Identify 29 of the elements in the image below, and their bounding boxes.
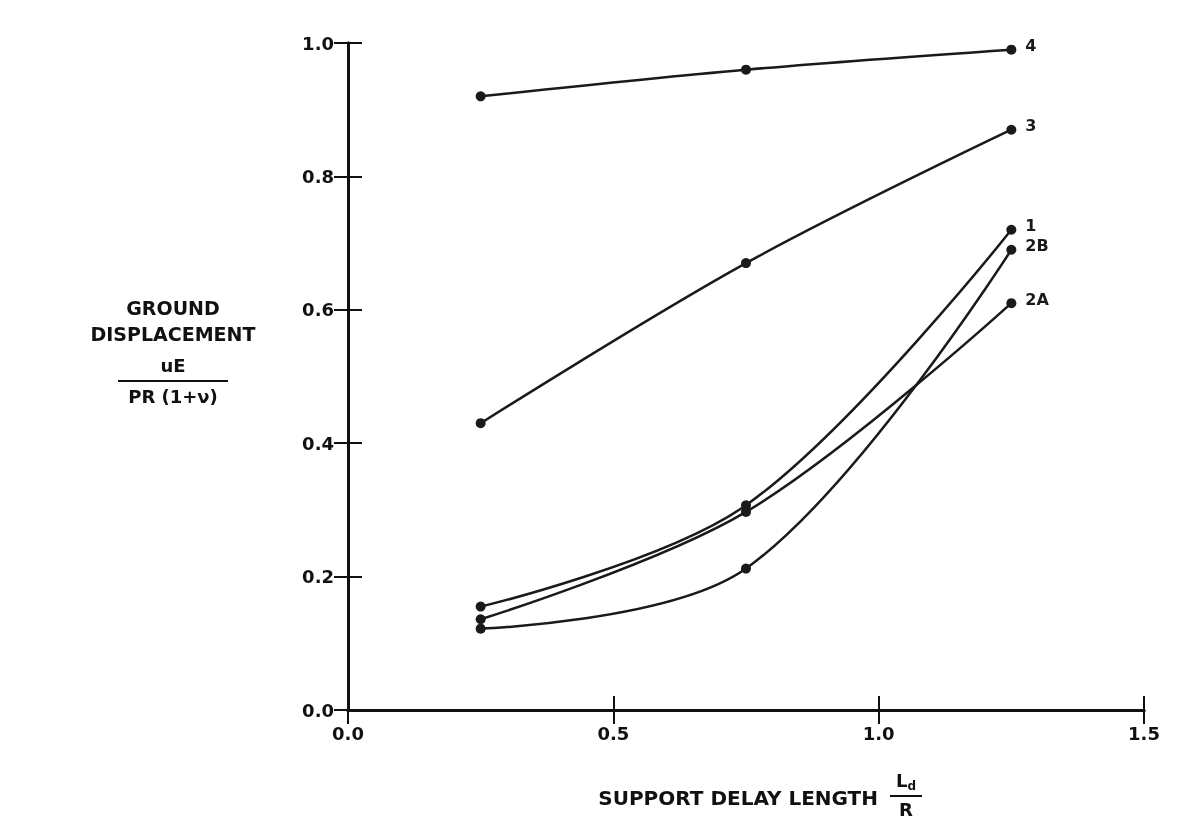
point — [475, 601, 486, 612]
point — [1006, 224, 1017, 235]
point — [475, 418, 486, 429]
y-tick-label: 0.0 — [302, 699, 334, 721]
x-tick-label: 1.0 — [862, 722, 895, 744]
x-tick-label: 1.5 — [1128, 722, 1160, 744]
point — [741, 563, 751, 574]
series-label: 4 — [1025, 36, 1037, 56]
point — [1006, 44, 1017, 55]
y-tick-label: 1.0 — [302, 32, 334, 54]
y-tick-label: 0.4 — [302, 432, 334, 454]
y-tick-label: 0.6 — [302, 299, 334, 321]
y-tick-label: 0.2 — [302, 566, 334, 588]
point — [475, 91, 486, 102]
series-label: 1 — [1025, 216, 1037, 236]
y-tick-label: 0.8 — [302, 165, 334, 187]
point — [475, 623, 486, 634]
y-axis-title: GROUND DISPLACEMENT uE PR (1+ν) — [90, 296, 256, 407]
point — [475, 614, 486, 625]
series-label: 3 — [1025, 116, 1037, 136]
x-tick-label: 0.5 — [597, 722, 630, 744]
point — [741, 64, 751, 75]
point — [741, 258, 751, 269]
x-tick-label: 0.0 — [332, 722, 364, 744]
series-label: 2B — [1025, 236, 1049, 256]
point — [1006, 124, 1017, 135]
point — [1006, 244, 1017, 255]
point — [1006, 298, 1017, 309]
series-label: 2A — [1025, 289, 1050, 309]
